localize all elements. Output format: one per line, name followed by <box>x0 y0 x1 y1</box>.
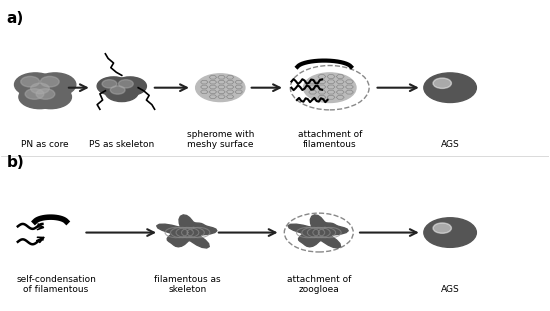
Circle shape <box>36 89 55 99</box>
Circle shape <box>111 86 125 94</box>
Circle shape <box>30 85 72 109</box>
Circle shape <box>14 73 56 96</box>
Circle shape <box>25 89 44 99</box>
Circle shape <box>433 78 452 88</box>
Text: PS as skeleton: PS as skeleton <box>89 140 155 149</box>
Text: PN as core: PN as core <box>21 140 69 149</box>
Circle shape <box>433 223 452 233</box>
Circle shape <box>118 80 133 88</box>
Circle shape <box>424 218 476 247</box>
Polygon shape <box>288 215 348 248</box>
Text: attachment of
filamentous: attachment of filamentous <box>298 130 362 149</box>
Circle shape <box>21 77 40 87</box>
Circle shape <box>34 73 76 96</box>
Circle shape <box>424 73 476 103</box>
Text: filamentous as
skeleton: filamentous as skeleton <box>154 275 221 294</box>
Circle shape <box>41 77 59 87</box>
Circle shape <box>97 77 130 95</box>
Text: AGS: AGS <box>441 140 459 149</box>
Circle shape <box>19 85 60 109</box>
Circle shape <box>106 83 138 102</box>
Circle shape <box>31 83 50 94</box>
Circle shape <box>113 77 146 95</box>
Circle shape <box>24 80 66 103</box>
Text: b): b) <box>7 156 25 170</box>
Text: AGS: AGS <box>441 285 459 294</box>
Polygon shape <box>157 215 217 248</box>
Text: attachment of
zoogloea: attachment of zoogloea <box>287 275 351 294</box>
Text: self-condensation
of filamentous: self-condensation of filamentous <box>16 275 96 294</box>
Circle shape <box>102 80 117 88</box>
Circle shape <box>304 73 356 103</box>
Text: a): a) <box>7 11 24 26</box>
Circle shape <box>196 74 245 102</box>
Text: spherome with
meshy surface: spherome with meshy surface <box>186 130 254 149</box>
